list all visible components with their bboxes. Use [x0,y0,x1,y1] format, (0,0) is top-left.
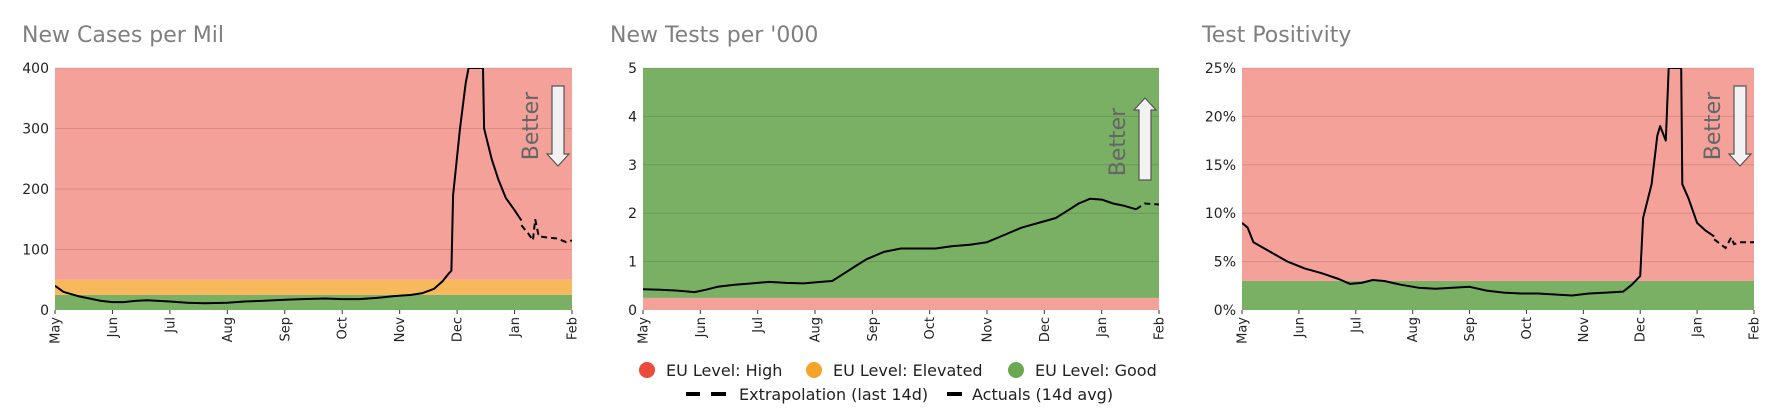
x-tick-label: May [49,317,64,344]
x-tick-label: Dec [1634,317,1649,342]
legend-actuals-label: Actuals (14d avg) [972,385,1113,404]
better-indicator: Better [1701,85,1753,167]
legend-high-label: EU Level: High [666,361,782,380]
extrapolation-line [520,219,572,244]
panel-title: New Tests per '000 [610,23,818,48]
y-tick-label: 4 [628,109,637,125]
x-tick-label: Sep [1463,317,1478,342]
y-axis: 0 1 2 3 4 5 [628,61,637,319]
band-good [55,294,572,310]
y-tick-label: 5 [628,61,637,77]
legend: EU Level: High EU Level: Elevated EU Lev… [639,361,1157,404]
y-tick-label: 300 [22,122,49,138]
y-tick-label: 3 [628,158,637,174]
x-tick-label: Aug [221,317,236,342]
line-layer [1242,68,1754,297]
legend-high-dot [639,362,655,378]
better-arrow-icon [545,85,571,167]
panel-test-positivity: Test Positivity 0% 5% 10% 15% 20% 25% May Jun J… [1201,23,1763,344]
actuals-line [55,68,523,305]
x-tick-label: Aug [809,317,824,342]
y-tick-label: 25% [1205,61,1236,77]
band-layer [55,68,572,310]
panel-title: New Cases per Mil [22,23,224,48]
x-tick-label: Sep [866,317,881,342]
better-arrow-icon [1132,97,1158,181]
y-tick-label: 1 [628,255,637,271]
x-tick-label: Sep [278,317,293,342]
x-tick-label: Dec [1038,317,1053,342]
x-axis: May Jun Jul Aug Sep Oct Nov Dec Jan Feb [49,310,581,344]
x-tick-label: Oct [923,317,938,339]
band-elevated [55,279,572,295]
y-tick-label: 15% [1205,158,1236,174]
x-tick-label: Jan [1095,317,1110,338]
line-layer [55,68,572,305]
grid-layer [55,67,572,250]
y-tick-label: 0 [40,303,49,319]
actuals-line [643,197,1137,294]
band-good [643,68,1159,298]
x-tick-label: Jul [163,317,178,334]
x-tick-label: Jun [106,317,121,338]
y-tick-label: 2 [628,206,637,222]
y-tick-label: 400 [22,61,49,77]
band-layer [643,68,1159,310]
grid-layer [643,67,1159,263]
y-axis: 0 100 200 300 400 [22,61,49,319]
panel-title: Test Positivity [1201,23,1351,48]
actuals-line [1242,68,1715,297]
x-tick-label: Jan [1691,317,1706,338]
y-tick-label: 0% [1214,303,1236,319]
x-tick-label: Dec [451,317,466,342]
band-layer [1242,68,1754,310]
legend-good-dot [1008,362,1024,378]
better-arrow-icon [1727,85,1753,167]
band-good [1242,280,1754,310]
x-tick-label: Feb [566,317,581,340]
x-tick-label: Nov [393,317,408,343]
x-tick-label: Feb [1748,317,1763,340]
x-tick-label: Jul [1349,317,1364,334]
y-axis: 0% 5% 10% 15% 20% 25% [1205,61,1236,319]
line-layer [643,197,1159,294]
band-high [1242,68,1754,281]
better-label: Better [1106,107,1131,176]
panel-new-tests: New Tests per '000 0 1 2 3 4 5 May Jun Jul Aug Se… [610,23,1168,344]
x-tick-label: Aug [1406,317,1421,342]
x-axis: May Jun Jul Aug Sep Oct Nov Dec Jan Feb [637,310,1168,344]
y-tick-label: 0 [628,303,637,319]
y-tick-label: 200 [22,182,49,198]
x-tick-label: Nov [1577,317,1592,343]
y-tick-label: 10% [1205,206,1236,222]
x-tick-label: Oct [1520,317,1535,339]
better-label: Better [1701,91,1726,160]
better-label: Better [519,91,544,160]
x-tick-label: May [637,317,652,344]
band-high [55,68,572,280]
x-tick-label: Jul [751,317,766,334]
x-tick-label: Nov [981,317,996,343]
y-tick-label: 5% [1214,255,1236,271]
panel-new-cases: New Cases per Mil 0 100 200 300 400 May Jun Ju… [22,23,581,344]
legend-extrapolation-label: Extrapolation (last 14d) [739,385,928,404]
legend-elevated-dot [806,362,822,378]
band-high [643,297,1159,310]
better-indicator: Better [1106,97,1158,181]
y-tick-label: 100 [22,243,49,259]
better-indicator: Better [519,85,571,167]
x-tick-label: Jun [694,317,709,338]
y-tick-label: 20% [1205,109,1236,125]
x-tick-label: Jun [1292,317,1307,338]
x-axis: May Jun Jul Aug Sep Oct Nov Dec Jan Feb [1236,310,1763,344]
x-tick-label: May [1236,317,1251,344]
x-tick-label: Jan [508,317,523,338]
x-tick-label: Feb [1153,317,1168,340]
legend-good-label: EU Level: Good [1035,361,1157,380]
x-tick-label: Oct [336,317,351,339]
legend-elevated-label: EU Level: Elevated [833,361,983,380]
